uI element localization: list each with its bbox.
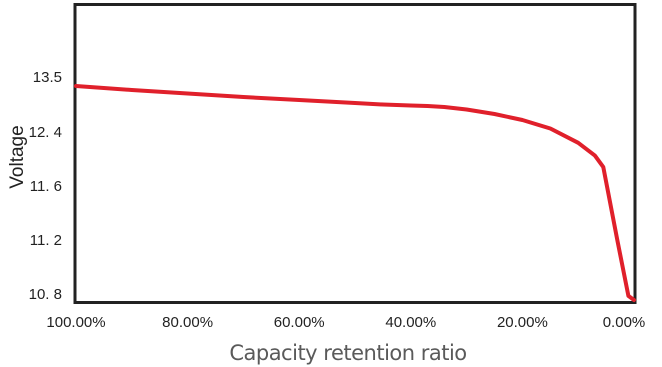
- series-line: [74, 84, 636, 302]
- x-tick-label: 60.00%: [274, 314, 325, 331]
- plot-frame: [73, 3, 637, 304]
- x-tick-label: 100.00%: [46, 314, 105, 331]
- x-tick-label: 0.00%: [603, 314, 646, 331]
- x-axis-label: Capacity retention ratio: [229, 341, 466, 365]
- y-tick-label: 11. 6: [30, 178, 62, 195]
- x-tick-label: 40.00%: [385, 314, 436, 331]
- y-tick-label: 13.5: [33, 69, 62, 86]
- y-tick-labels: 13.5 12. 4 11. 6 11. 2 10. 8: [29, 69, 62, 303]
- y-tick-label: 10. 8: [29, 286, 62, 303]
- y-axis-label: Voltage: [7, 125, 28, 188]
- y-tick-label: 12. 4: [29, 124, 62, 141]
- x-tick-label: 20.00%: [497, 314, 548, 331]
- y-tick-label: 11. 2: [30, 232, 62, 249]
- x-tick-labels: 100.00% 80.00% 60.00% 40.00% 20.00% 0.00%: [46, 314, 645, 331]
- x-tick-label: 80.00%: [162, 314, 213, 331]
